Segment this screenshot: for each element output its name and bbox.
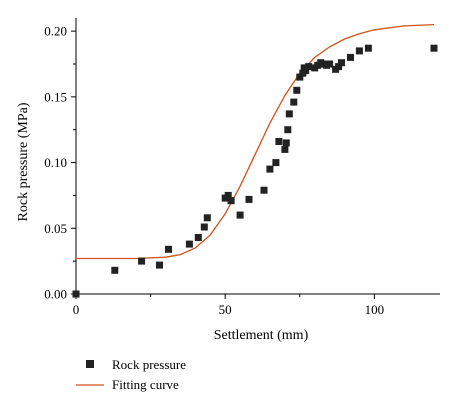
x-tick-label: 50 xyxy=(219,302,232,317)
legend-marker-rock-pressure xyxy=(86,360,94,368)
x-tick-label: 0 xyxy=(73,302,80,317)
rock-pressure-point xyxy=(335,63,343,71)
rock-pressure-point xyxy=(165,245,172,253)
y-axis-title: Rock pressure (MPa) xyxy=(16,102,31,221)
y-tick-label: 0.10 xyxy=(44,155,67,170)
rock-pressure-point xyxy=(203,214,211,222)
y-tick-label: 0.00 xyxy=(44,287,67,302)
rock-pressure-point xyxy=(194,234,202,241)
y-tick-label: 0.15 xyxy=(44,89,67,104)
rock-pressure-point xyxy=(284,126,292,134)
rock-pressure-point xyxy=(260,186,268,194)
fitting-curve-layer xyxy=(76,23,435,260)
rock-pressure-point xyxy=(227,197,235,205)
rock-pressure-point xyxy=(430,44,438,52)
y-tick-label: 0.05 xyxy=(44,221,67,236)
rock-pressure-point xyxy=(236,211,244,219)
rock-pressure-point xyxy=(272,159,280,167)
rock-pressure-point xyxy=(293,86,301,94)
x-ticks: 0 50 100 xyxy=(73,294,384,317)
y-ticks: 0.00 0.05 0.10 0.15 0.20 xyxy=(44,24,76,302)
fitting-curve-line xyxy=(76,23,435,260)
rock-pressure-point xyxy=(281,145,289,153)
rock-pressure-point xyxy=(326,60,334,68)
legend: Rock pressure Fitting curve xyxy=(76,357,186,392)
rock-pressure-point xyxy=(305,63,313,71)
legend-label-fitting-curve: Fitting curve xyxy=(112,377,179,392)
rock-pressure-point xyxy=(282,139,290,147)
rock-pressure-point xyxy=(302,67,310,75)
scatter-points-layer xyxy=(72,44,438,298)
rock-pressure-point xyxy=(185,240,193,248)
legend-label-rock-pressure: Rock pressure xyxy=(112,357,186,372)
y-tick-label: 0.20 xyxy=(44,24,67,39)
rock-pressure-point xyxy=(275,138,283,145)
rock-pressure-point xyxy=(138,257,146,265)
rock-pressure-point xyxy=(245,195,253,203)
rock-pressure-point xyxy=(290,98,298,106)
rock-pressure-point xyxy=(72,290,80,298)
rock-pressure-point xyxy=(200,223,208,231)
x-axis-title: Settlement (mm) xyxy=(214,328,309,343)
rock-pressure-point xyxy=(156,261,163,269)
rock-pressure-point xyxy=(355,47,363,55)
rock-pressure-point xyxy=(111,266,119,274)
rock-pressure-point xyxy=(224,191,232,199)
rock-pressure-point xyxy=(285,110,293,118)
rock-pressure-point xyxy=(347,53,354,61)
rock-pressure-point xyxy=(364,44,372,52)
plot-area: 0 50 100 0.00 0.05 0.10 0.15 0.20 xyxy=(44,18,440,317)
rock-pressure-point xyxy=(266,165,274,173)
x-tick-label: 100 xyxy=(365,302,385,317)
rock-pressure-point xyxy=(296,73,304,81)
rock-pressure-point xyxy=(338,59,345,67)
